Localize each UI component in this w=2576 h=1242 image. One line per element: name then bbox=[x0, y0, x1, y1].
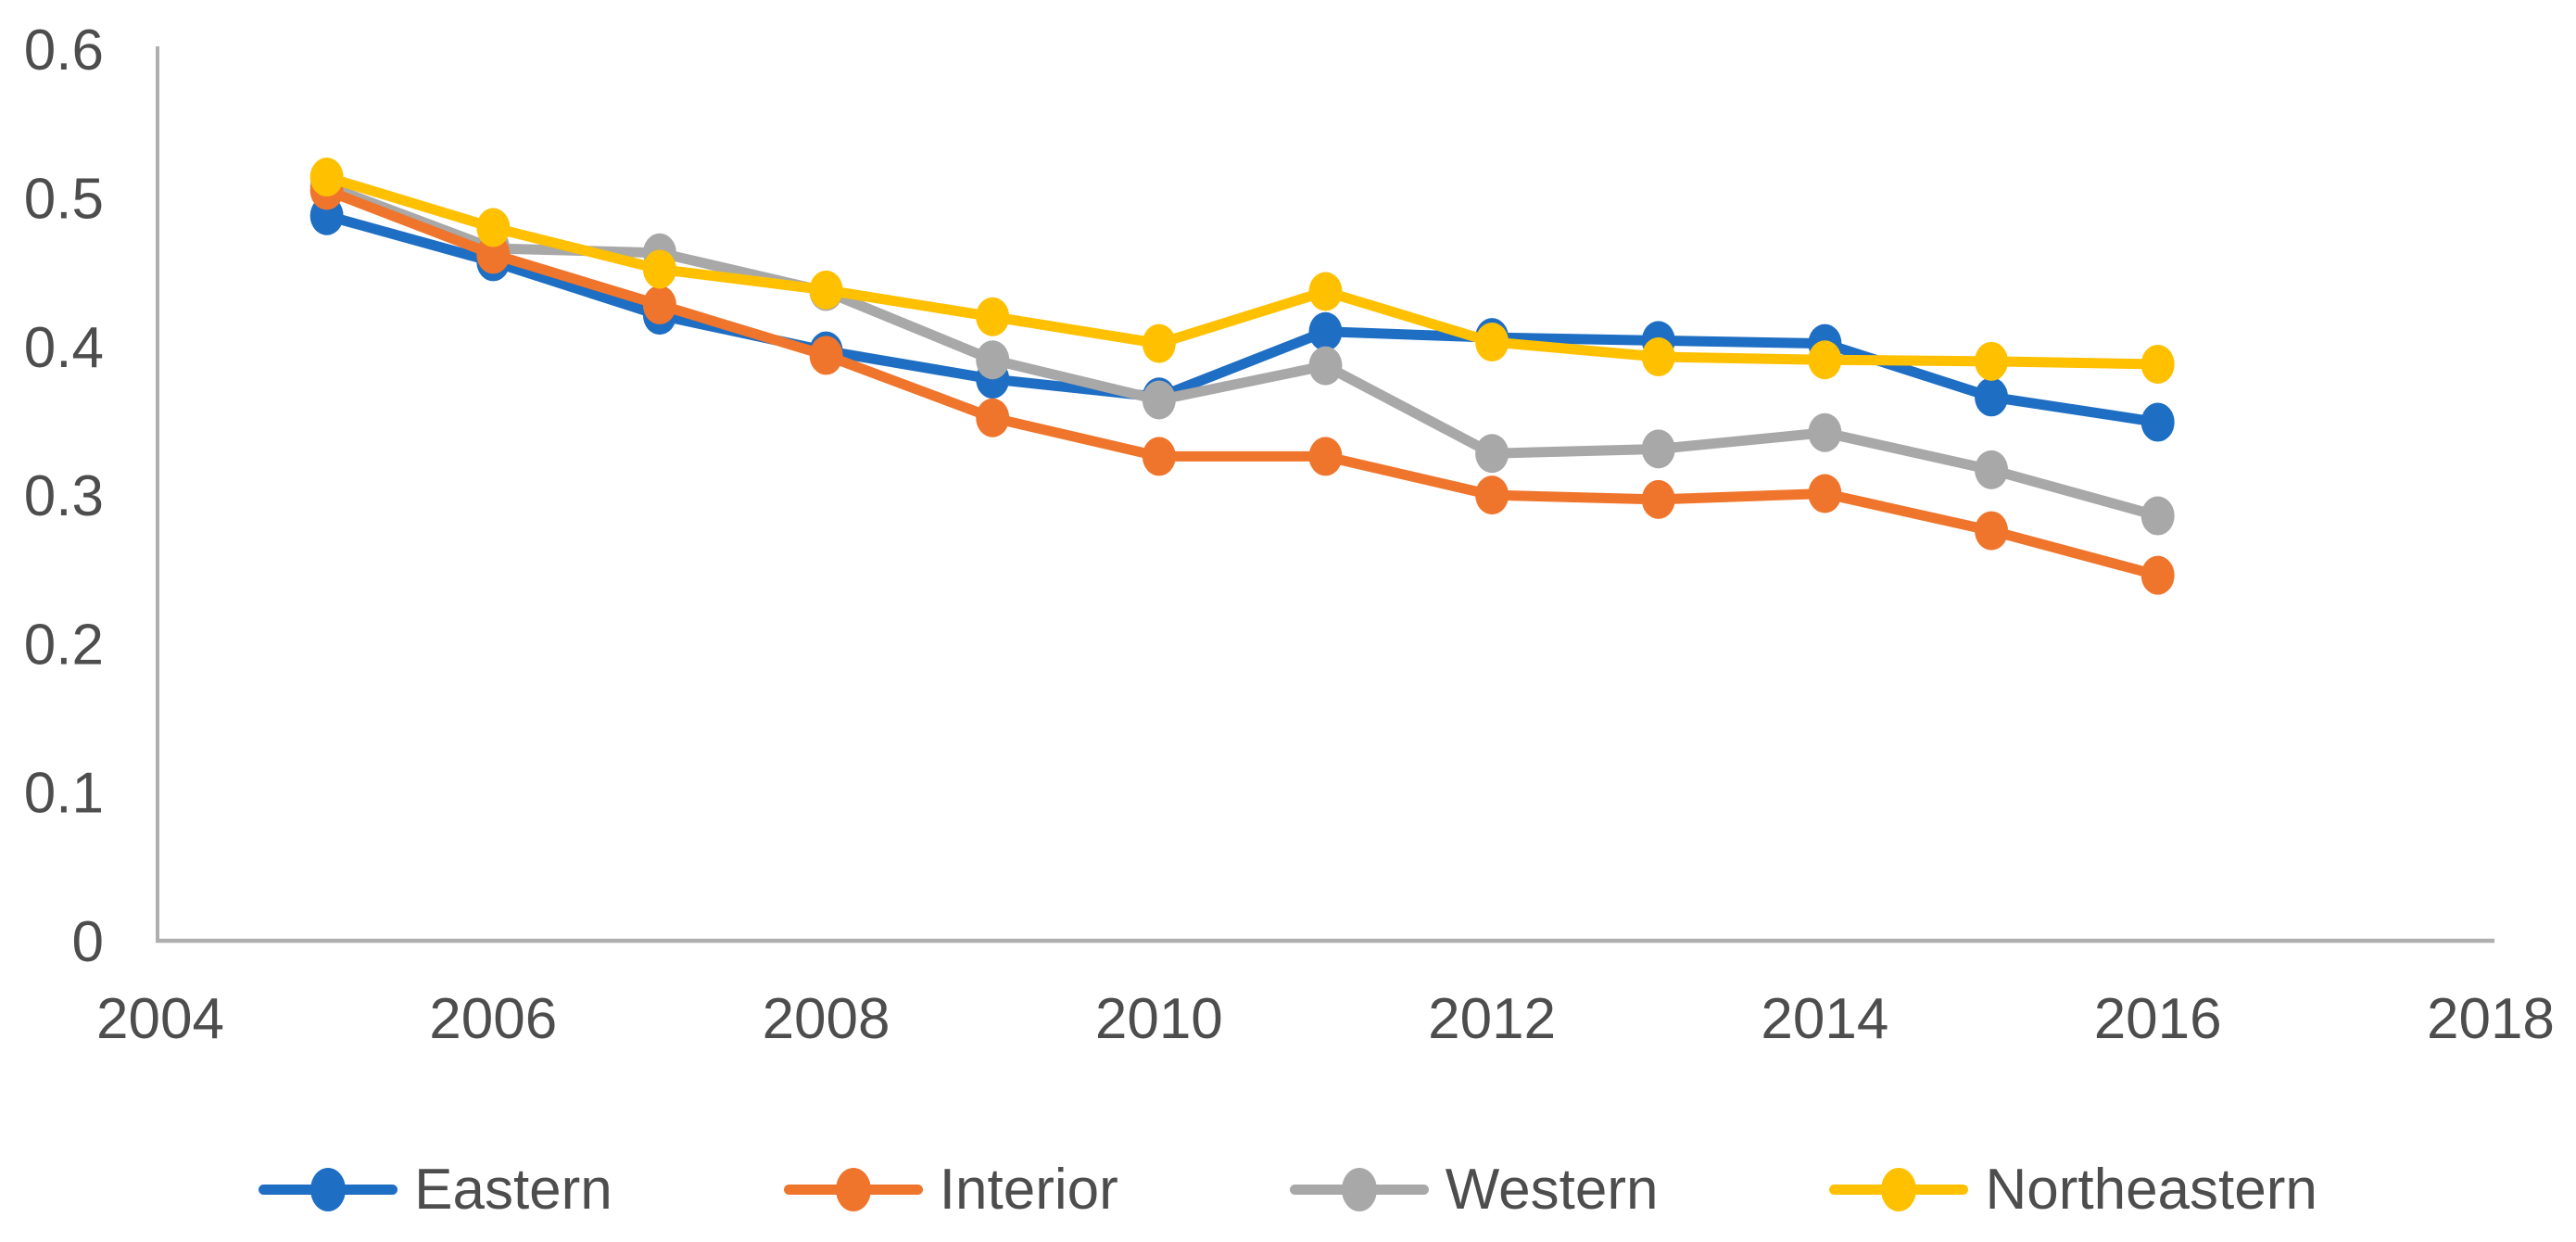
x-tick-label: 2004 bbox=[96, 987, 224, 1051]
series-northeastern-marker-2012 bbox=[1475, 322, 1509, 361]
legend-label: Interior bbox=[939, 1157, 1118, 1222]
legend-label: Northeastern bbox=[1985, 1157, 2317, 1222]
series-northeastern-marker-2011 bbox=[1308, 272, 1343, 311]
series-interior-marker-2016 bbox=[2140, 555, 2175, 595]
legend-marker-icon bbox=[1829, 1166, 1969, 1212]
x-tick-label: 2010 bbox=[1095, 987, 1223, 1051]
series-eastern-marker-2016 bbox=[2140, 402, 2175, 442]
series-northeastern-marker-2010 bbox=[1142, 323, 1176, 363]
legend-label: Eastern bbox=[414, 1157, 612, 1222]
y-tick-label: 0.3 bbox=[24, 464, 104, 528]
series-interior-marker-2008 bbox=[809, 336, 843, 375]
series-western-marker-2015 bbox=[1975, 450, 2009, 489]
series-interior-marker-2015 bbox=[1975, 511, 2009, 551]
legend-label: Western bbox=[1445, 1157, 1659, 1222]
y-tick-label: 0.6 bbox=[24, 19, 104, 82]
series-northeastern-line bbox=[322, 171, 2164, 370]
x-tick-label: 2012 bbox=[1428, 987, 1556, 1051]
series-northeastern-marker-2007 bbox=[642, 249, 676, 289]
legend-item-eastern: Eastern bbox=[259, 1157, 612, 1223]
x-tick-label: 2018 bbox=[2427, 987, 2555, 1051]
y-tick-label: 0.5 bbox=[24, 168, 104, 232]
y-tick-label: 0.2 bbox=[24, 613, 104, 677]
legend-dot-icon bbox=[1881, 1167, 1917, 1211]
legend: Eastern Interior Western Northeastern bbox=[0, 1147, 2576, 1231]
series-western-marker-2012 bbox=[1475, 434, 1509, 474]
legend-dot-icon bbox=[1341, 1167, 1377, 1211]
series-interior-marker-2011 bbox=[1308, 437, 1343, 476]
series-interior-marker-2006 bbox=[476, 234, 511, 274]
series-northeastern-marker-2016 bbox=[2140, 345, 2175, 385]
series-eastern-marker-2015 bbox=[1975, 377, 2009, 417]
legend-dot-icon bbox=[310, 1167, 347, 1211]
series-western-marker-2011 bbox=[1308, 346, 1343, 386]
x-tick-label: 2014 bbox=[1761, 987, 1888, 1051]
series-western-marker-2009 bbox=[976, 340, 1010, 380]
series-northeastern-marker-2014 bbox=[1808, 340, 1842, 380]
legend-marker-icon bbox=[1289, 1166, 1429, 1212]
series-northeastern-marker-2009 bbox=[976, 297, 1010, 336]
series-western-marker-2010 bbox=[1142, 380, 1176, 420]
series-northeastern-marker-2005 bbox=[309, 158, 344, 197]
series-interior-marker-2010 bbox=[1142, 437, 1176, 476]
series-northeastern-marker-2008 bbox=[809, 270, 843, 310]
legend-item-western: Western bbox=[1289, 1157, 1659, 1223]
series-eastern-line bbox=[322, 210, 2164, 428]
x-tick-label: 2006 bbox=[429, 987, 557, 1051]
series-interior-line bbox=[322, 184, 2164, 581]
series-northeastern-marker-2015 bbox=[1975, 341, 2009, 381]
series-northeastern-marker-2006 bbox=[476, 208, 511, 247]
series-western-marker-2013 bbox=[1641, 429, 1675, 469]
legend-marker-icon bbox=[259, 1166, 398, 1212]
y-tick-label: 0.1 bbox=[24, 762, 104, 826]
y-tick-label: 0.4 bbox=[24, 316, 104, 380]
series-interior-marker-2014 bbox=[1808, 474, 1842, 513]
legend-dot-icon bbox=[835, 1167, 871, 1211]
y-tick-label: 0 bbox=[72, 910, 104, 974]
series-interior-marker-2012 bbox=[1475, 475, 1509, 515]
series-western-marker-2014 bbox=[1808, 412, 1842, 452]
legend-item-interior: Interior bbox=[783, 1157, 1118, 1223]
legend-marker-icon bbox=[783, 1166, 923, 1212]
series-interior-marker-2009 bbox=[976, 398, 1010, 437]
series-interior-marker-2007 bbox=[642, 285, 676, 324]
series-northeastern-marker-2013 bbox=[1641, 337, 1675, 377]
series-western-marker-2016 bbox=[2140, 496, 2175, 536]
x-tick-label: 2008 bbox=[763, 987, 890, 1051]
legend-item-northeastern: Northeastern bbox=[1829, 1157, 2317, 1223]
series-eastern-marker-2011 bbox=[1308, 311, 1343, 351]
series-western-line bbox=[322, 181, 2164, 522]
series-interior-marker-2013 bbox=[1641, 479, 1675, 519]
x-tick-label: 2016 bbox=[2094, 987, 2222, 1051]
